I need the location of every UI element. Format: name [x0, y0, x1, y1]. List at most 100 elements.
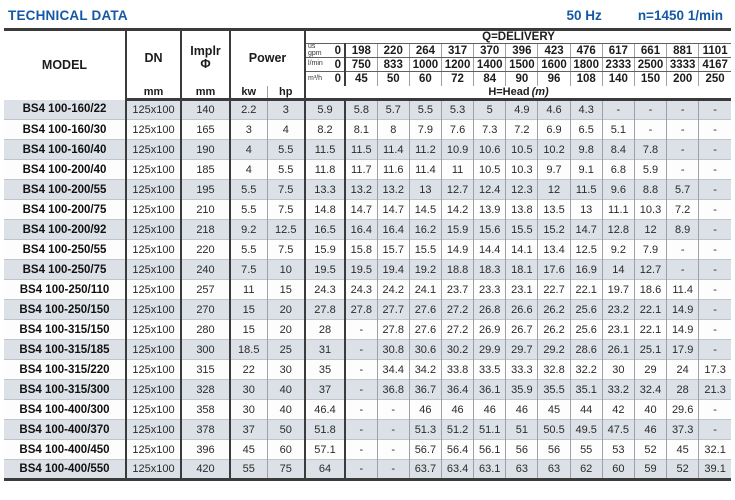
table-row: BS4 100-315/150 125x100 280 15 20 28-27.8 27.6…	[4, 319, 731, 340]
impeller-label: Implr	[190, 43, 221, 58]
head-value-cell: -	[698, 259, 731, 280]
model-cell: BS4 100-315/220	[4, 359, 127, 380]
hp-cell: 7.5	[267, 179, 307, 200]
delivery-row-usgpm: us gpm 0 198 220 264 317 370 396 423 476 617 661 881 1…	[4, 43, 731, 58]
implr-cell: 210	[181, 199, 231, 220]
head-value-cell: -	[666, 119, 700, 140]
head-value-cell: 15.8	[345, 239, 378, 260]
kw-cell: 30	[230, 379, 268, 400]
dn-cell: 125x100	[126, 259, 182, 280]
head-value-cell: -	[602, 99, 635, 120]
head-value-cell: 29.7	[505, 339, 539, 360]
head-value-cell: -	[698, 339, 731, 360]
head-value-cell: 17.9	[666, 339, 700, 360]
delivery-value-cell: 198	[345, 43, 378, 58]
head-value-cell: 12.7	[441, 179, 475, 200]
head-value-cell: 4.3	[570, 99, 603, 120]
head-value-cell: 16.9	[570, 259, 603, 280]
head-value-cell: 5.8	[345, 99, 378, 120]
head-value-cell: 10.9	[441, 139, 475, 160]
implr-cell: 257	[181, 279, 231, 300]
delivery-value-cell: 1400	[473, 57, 507, 72]
head-value-cell: -	[698, 99, 731, 120]
head-value-cell: 56.1	[473, 439, 507, 460]
head-value-cell: 13.9	[473, 199, 507, 220]
delivery-value-cell: 317	[441, 43, 475, 58]
model-cell: BS4 100-200/40	[4, 159, 127, 180]
head-value-cell: 26.2	[537, 319, 571, 340]
delivery-unit-wrap: us gpm 0	[306, 43, 344, 57]
head-value-cell: -	[698, 399, 731, 420]
head-value-cell: 18.1	[505, 259, 539, 280]
head-value-cell: -	[698, 299, 731, 320]
head-value-cell: 21.3	[698, 379, 731, 400]
head-value-cell: 36.8	[377, 379, 410, 400]
delivery-row-m3h: m³/h 0 45 50 60 72 84 90 96 108 140 150 200 250	[4, 71, 731, 86]
head-value-cell: 49.5	[570, 419, 603, 440]
impeller-phi-symbol: Φ	[200, 57, 211, 72]
hp-cell: 15	[267, 279, 307, 300]
head-value-cell: 15.9	[441, 219, 475, 240]
head-value-cell: 11.8	[305, 159, 347, 180]
kw-unit-label: kw	[230, 85, 268, 101]
dn-cell: 125x100	[126, 239, 182, 260]
table-row: BS4 100-200/55 125x100 195 5.5 7.5 13.3 13.2 13…	[4, 179, 731, 200]
delivery-zero-value: 0	[334, 44, 342, 57]
kw-cell: 5.5	[230, 179, 268, 200]
head-value-cell: 16.4	[377, 219, 410, 240]
head-value-cell: 63.4	[441, 459, 475, 480]
delivery-zero-value: 0	[334, 72, 342, 85]
head-value-cell: 52	[634, 439, 668, 460]
head-value-cell: 46	[441, 399, 475, 420]
head-value-cell: 19.5	[345, 259, 378, 280]
delivery-value-cell: 96	[537, 71, 571, 86]
kw-cell: 9.2	[230, 219, 268, 240]
dn-cell: 125x100	[126, 379, 182, 400]
hp-cell: 30	[267, 359, 307, 380]
head-value-cell: 26.6	[505, 299, 539, 320]
head-value-cell: 16.2	[409, 219, 442, 240]
kw-cell: 11	[230, 279, 268, 300]
head-value-cell: 5.3	[441, 99, 475, 120]
head-value-cell: 12.8	[602, 219, 635, 240]
head-value-cell: 25.6	[570, 299, 603, 320]
head-value-cell: -	[345, 359, 378, 380]
head-value-cell: 35	[305, 359, 347, 380]
implr-cell: 240	[181, 259, 231, 280]
table-row: BS4 100-315/185 125x100 300 18.5 25 31-30.8 30…	[4, 339, 731, 360]
head-value-cell: 10.5	[505, 139, 539, 160]
kw-cell: 15	[230, 299, 268, 320]
head-value-cell: 12.7	[634, 259, 668, 280]
delivery-value-cell: 250	[698, 71, 731, 86]
head-value-cell: -	[634, 99, 668, 120]
implr-cell: 190	[181, 139, 231, 160]
head-value-cell: 22.1	[634, 299, 668, 320]
model-cell: BS4 100-250/55	[4, 239, 127, 260]
delivery-value-cell: 1101	[698, 43, 731, 58]
head-value-cell: 12.5	[570, 239, 603, 260]
head-value-cell: 51	[505, 419, 539, 440]
head-value-cell: 12.3	[505, 179, 539, 200]
table-row: BS4 100-200/75 125x100 210 5.5 7.5 14.8 14.7 14…	[4, 199, 731, 220]
kw-cell: 3	[230, 119, 268, 140]
head-value-cell: 16.4	[345, 219, 378, 240]
head-value-cell: 46	[634, 419, 668, 440]
table-row: BS4 100-200/92 125x100 218 9.2 12.5 16.5 16.4 1…	[4, 219, 731, 240]
head-value-cell: -	[666, 139, 700, 160]
delivery-value-cell: 45	[345, 71, 378, 86]
head-value-cell: -	[634, 119, 668, 140]
head-value-cell: 39.1	[698, 459, 731, 480]
head-value-cell: 8.4	[602, 139, 635, 160]
head-value-cell: 11.1	[602, 199, 635, 220]
head-value-cell: 35.1	[570, 379, 603, 400]
implr-cell: 220	[181, 239, 231, 260]
head-value-cell: 55	[570, 439, 603, 460]
impeller-unit-label: mm	[181, 85, 231, 101]
head-value-cell: 9.7	[537, 159, 571, 180]
head-value-cell: 17.3	[698, 359, 731, 380]
kw-cell: 30	[230, 399, 268, 420]
implr-cell: 165	[181, 119, 231, 140]
head-value-cell: 45	[537, 399, 571, 420]
table-row: BS4 100-400/370 125x100 378 37 50 51.8- -51.3 5…	[4, 419, 731, 440]
head-value-cell: 13.8	[505, 199, 539, 220]
